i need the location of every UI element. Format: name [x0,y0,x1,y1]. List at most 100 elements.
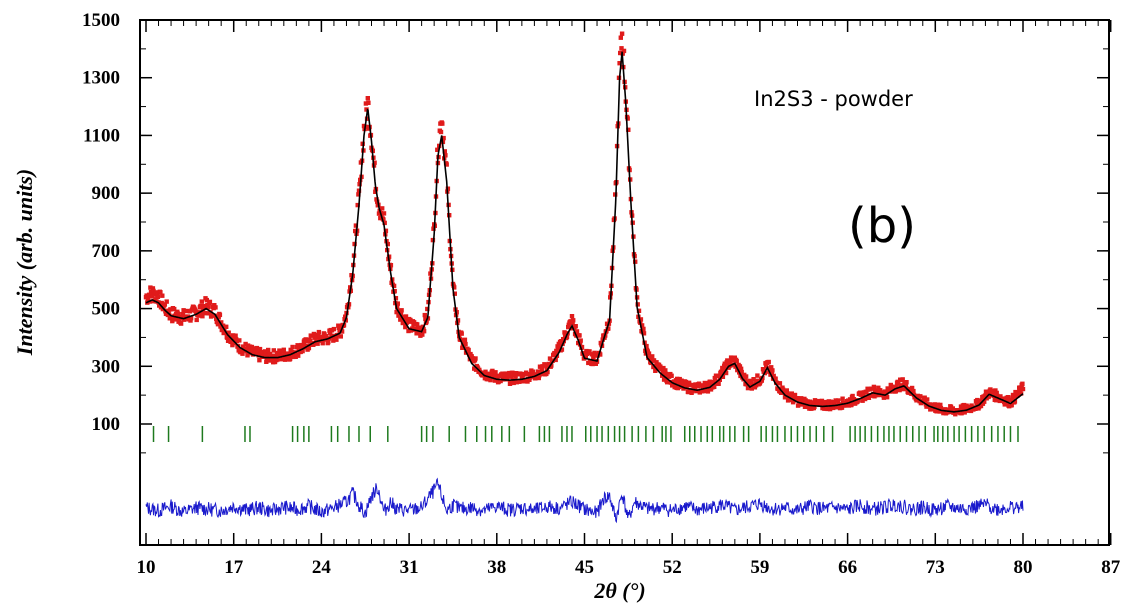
observed-point [205,305,211,310]
observed-point [543,363,548,368]
observed-point [780,387,786,392]
observed-point [537,364,543,369]
observed-point [281,347,286,352]
observed-point [452,291,457,296]
observed-point [355,202,360,208]
observed-point [146,292,152,297]
observed-point [213,305,218,310]
observed-point [459,331,464,336]
y-tick-label: 700 [92,241,121,262]
observed-point [225,335,230,340]
observed-point [403,324,408,330]
observed-point [428,271,433,276]
observed-point [638,317,644,322]
observed-point [488,377,493,383]
observed-point [994,390,999,396]
observed-point [904,380,909,385]
observed-point [398,311,404,316]
observed-point [463,341,468,347]
panel-label: (b) [848,198,916,254]
observed-point [641,331,647,336]
observed-point [755,373,760,378]
observed-point [473,356,478,361]
observed-point [1010,392,1016,398]
observed-point [688,382,693,388]
y-tick-label: 1100 [83,125,120,146]
observed-point [277,352,283,357]
observed-point [833,398,838,403]
observed-point [364,107,369,112]
observed-point [570,320,575,326]
observed-point [490,368,495,374]
observed-point [907,387,912,392]
observed-point [583,354,588,360]
observed-point [391,283,397,289]
observed-point [743,374,749,379]
observed-point [388,263,394,268]
observed-point [590,361,595,367]
observed-point [684,383,689,389]
observed-point [395,301,400,306]
observed-point [900,377,905,382]
observed-point [263,351,268,356]
observed-point [641,326,646,332]
observed-point [271,348,276,353]
observed-point [663,368,668,373]
observed-point [508,380,513,385]
observed-point [148,285,153,290]
x-tick-label: 45 [575,557,594,578]
observed-point [573,324,578,329]
observed-point [894,384,899,389]
observed-point [442,149,447,154]
observed-point [579,344,585,350]
observed-point [636,308,642,313]
observed-point [626,127,631,132]
observed-point [982,399,987,404]
observed-point [647,356,652,361]
observed-point [710,380,716,385]
observed-point [897,387,902,393]
observed-point [774,380,779,386]
observed-point [406,328,411,334]
observed-point [759,378,764,383]
observed-point [372,160,377,165]
observed-point [978,403,984,409]
observed-point [422,312,427,318]
observed-point [279,357,285,362]
observed-point [832,401,837,406]
observed-point [893,389,898,394]
observed-point [527,377,532,382]
observed-point [202,311,208,316]
observed-point [200,314,205,319]
x-tick-label: 10 [137,557,156,578]
observed-point [545,369,550,375]
observed-point [825,406,830,412]
observed-point [618,50,623,56]
observed-point [938,402,943,408]
observed-point [357,182,362,187]
observed-point [770,368,775,373]
observed-point [606,326,611,331]
observed-point [587,349,592,354]
observed-point [723,370,729,376]
observed-point [269,353,275,358]
observed-point [257,358,262,363]
observed-point [279,349,284,354]
observed-point [753,383,759,388]
observed-point [220,323,226,328]
observed-point [287,356,293,362]
observed-point [315,341,320,346]
observed-point [207,299,213,305]
observed-point [1012,399,1018,404]
observed-point [493,370,498,375]
observed-point [234,338,239,344]
observed-point [181,308,186,313]
observed-point [650,354,655,359]
observed-point [619,31,625,36]
observed-point [334,337,339,342]
observed-point [219,320,224,325]
x-tick-label: 38 [487,557,506,578]
observed-point [199,299,204,304]
observed-point [215,322,221,327]
